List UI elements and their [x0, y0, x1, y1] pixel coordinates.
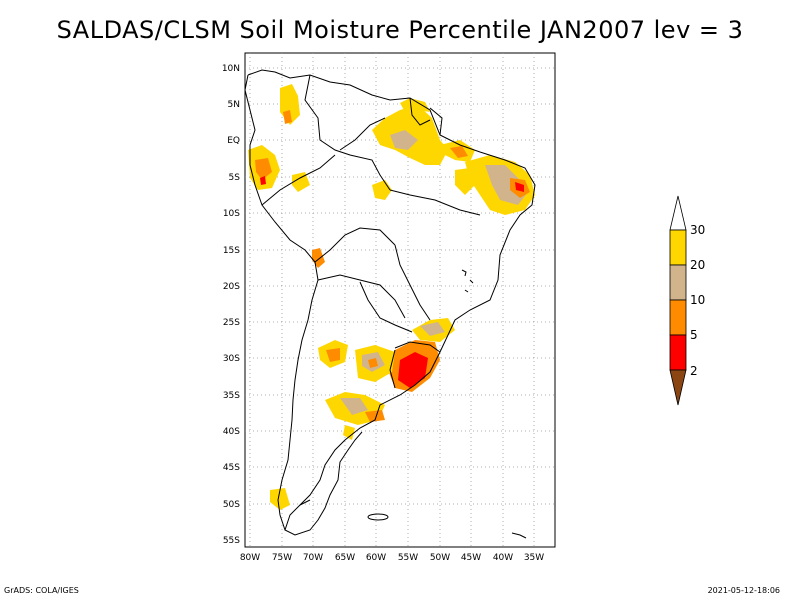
lon-label: 75W [272, 553, 292, 563]
colorbar-band-20-30 [669, 229, 687, 266]
lon-axis: 80W 75W 70W 65W 60W 55W 50W 45W 40W 35W [240, 553, 544, 563]
lon-label: 65W [335, 553, 355, 563]
colorbar-label: 2 [690, 364, 698, 378]
lat-label: 30S [223, 354, 240, 364]
lon-label: 80W [240, 553, 260, 563]
colorbar-bottom-triangle [669, 369, 687, 406]
lon-label: 60W [366, 553, 386, 563]
lat-axis: 10N 5N EQ 5S 10S 15S 20S 25S 30S 35S 40S… [222, 64, 240, 546]
lon-label: 35W [524, 553, 544, 563]
footer-credit: GrADS: COLA/IGES [4, 586, 79, 595]
shaded-regions [248, 84, 535, 510]
colorbar-label: 20 [690, 258, 705, 272]
lat-label: 40S [223, 427, 240, 437]
colorbar-top-triangle [669, 195, 687, 231]
lon-label: 40W [493, 553, 513, 563]
lat-label: 15S [223, 246, 240, 256]
islands [367, 269, 527, 539]
colorbar: 30 20 10 5 2 [669, 195, 705, 406]
lon-label: 45W [461, 553, 481, 563]
lat-label: 10N [222, 64, 240, 74]
lat-label: 35S [223, 391, 240, 401]
colorbar-label: 5 [690, 328, 698, 342]
colorbar-band-5-10 [669, 299, 687, 336]
lon-label: 50W [430, 553, 450, 563]
footer-timestamp: 2021-05-12-18:06 [707, 586, 780, 595]
lat-label: 55S [223, 536, 240, 546]
lat-label: 25S [223, 318, 240, 328]
coastlines [244, 69, 536, 536]
lon-label: 70W [303, 553, 323, 563]
lat-label: 5S [229, 173, 241, 183]
colorbar-label: 10 [690, 293, 705, 307]
colorbar-label: 30 [690, 223, 705, 237]
colorbar-band-2-5 [669, 334, 687, 371]
colorbar-band-10-20 [669, 264, 687, 301]
lat-label: 10S [223, 209, 240, 219]
lat-label: 20S [223, 282, 240, 292]
lat-label: 5N [228, 100, 240, 110]
lat-label: EQ [227, 136, 240, 146]
lat-label: 45S [223, 463, 240, 473]
lon-label: 55W [398, 553, 418, 563]
map-title: SALDAS/CLSM Soil Moisture Percentile JAN… [56, 16, 744, 44]
lat-label: 50S [223, 500, 240, 510]
